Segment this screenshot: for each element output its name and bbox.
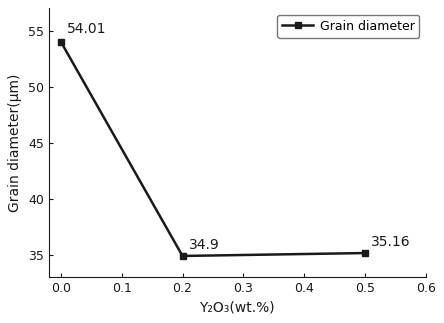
Line: Grain diameter: Grain diameter — [57, 38, 369, 259]
Grain diameter — [58, 40, 63, 44]
Text: 34.9: 34.9 — [189, 238, 219, 252]
Legend: Grain diameter: Grain diameter — [277, 15, 420, 37]
Text: 35.16: 35.16 — [371, 235, 411, 249]
Grain diameter — [362, 251, 368, 255]
Grain diameter — [180, 254, 185, 258]
Text: 54.01: 54.01 — [67, 22, 107, 36]
Y-axis label: Grain diameter(μm): Grain diameter(μm) — [8, 74, 22, 212]
X-axis label: Y₂O₃(wt.%): Y₂O₃(wt.%) — [199, 301, 275, 315]
